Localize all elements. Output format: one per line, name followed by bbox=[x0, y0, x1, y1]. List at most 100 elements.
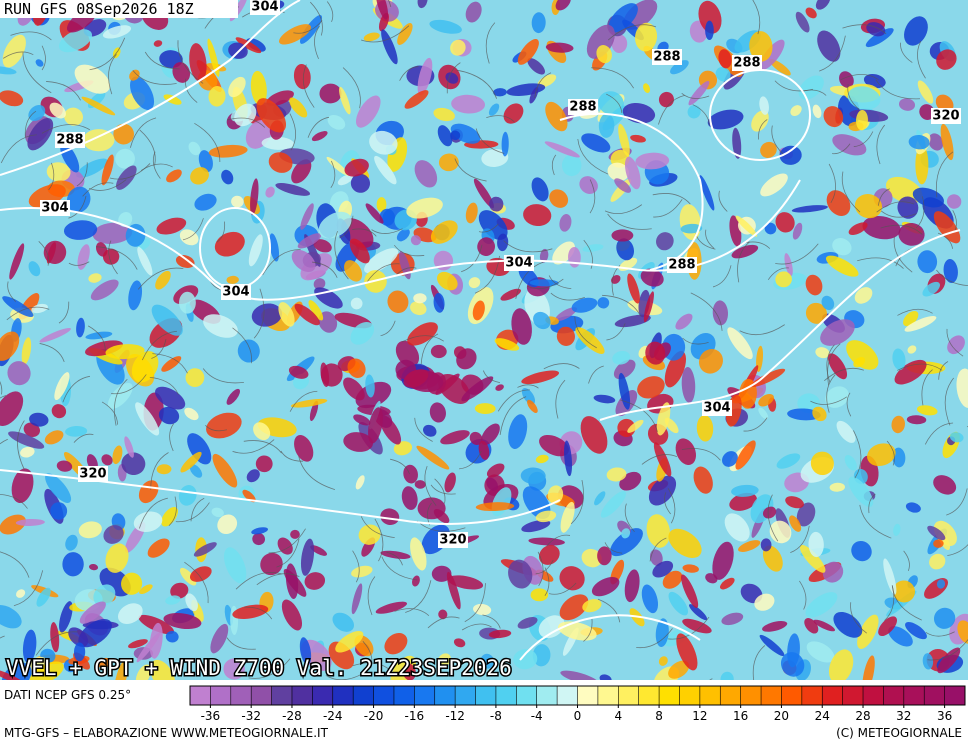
field-blob bbox=[511, 308, 532, 345]
field-blob bbox=[290, 529, 300, 539]
field-blob bbox=[0, 514, 26, 535]
field-blob bbox=[611, 34, 628, 53]
field-blob bbox=[0, 669, 25, 680]
streamline bbox=[589, 179, 596, 214]
streamline bbox=[475, 128, 505, 154]
field-blob bbox=[206, 412, 242, 439]
field-blob bbox=[414, 160, 438, 188]
field-blob bbox=[538, 545, 560, 565]
streamline bbox=[289, 390, 318, 412]
contour-label: 288 bbox=[733, 56, 760, 71]
field-blob bbox=[722, 451, 738, 467]
field-blob bbox=[621, 528, 631, 539]
field-blob bbox=[489, 196, 504, 212]
field-blob bbox=[495, 384, 504, 391]
field-blob bbox=[738, 540, 761, 552]
field-blob bbox=[368, 407, 383, 444]
field-blob bbox=[478, 440, 490, 460]
field-blob bbox=[520, 467, 546, 485]
colorbar-swatch bbox=[190, 686, 211, 705]
streamline bbox=[380, 320, 396, 337]
streamline bbox=[897, 308, 933, 316]
field-blob bbox=[413, 293, 427, 304]
streamline bbox=[464, 583, 486, 623]
colorbar-swatch bbox=[230, 686, 252, 705]
field-blob bbox=[118, 212, 133, 227]
streamline bbox=[577, 138, 609, 175]
streamline bbox=[868, 493, 876, 514]
field-blob bbox=[185, 368, 205, 387]
field-blob bbox=[545, 42, 574, 53]
colorbar-swatch bbox=[536, 686, 558, 705]
field-blob bbox=[433, 292, 445, 313]
streamline bbox=[752, 0, 761, 35]
field-blob bbox=[23, 422, 40, 437]
colorbar-swatch bbox=[761, 686, 782, 705]
streamline bbox=[13, 570, 44, 607]
field-blob bbox=[116, 165, 137, 190]
field-blob bbox=[65, 534, 78, 551]
field-blob bbox=[682, 564, 699, 573]
colorbar-swatch bbox=[883, 686, 905, 705]
field-blob bbox=[645, 341, 666, 365]
field-blob bbox=[727, 327, 753, 360]
streamline bbox=[583, 239, 593, 269]
field-blob bbox=[350, 321, 375, 345]
field-blob bbox=[29, 661, 64, 680]
streamline bbox=[709, 678, 713, 680]
field-blob bbox=[0, 90, 24, 107]
field-blob bbox=[675, 438, 697, 466]
contour-label: 320 bbox=[79, 467, 106, 482]
field-blob bbox=[156, 464, 172, 475]
field-blob bbox=[318, 311, 338, 333]
field-blob bbox=[760, 538, 772, 552]
contour-label-bg bbox=[438, 532, 468, 548]
streamline bbox=[109, 163, 151, 180]
streamline bbox=[570, 479, 584, 525]
field-blob bbox=[949, 432, 964, 443]
streamline bbox=[548, 275, 572, 290]
streamline bbox=[917, 40, 926, 79]
field-blob bbox=[693, 466, 713, 494]
field-blob bbox=[759, 96, 769, 115]
streamline bbox=[891, 586, 922, 621]
field-blob bbox=[430, 220, 458, 244]
streamline bbox=[24, 110, 37, 138]
field-blob bbox=[102, 25, 132, 39]
contour-label-bg bbox=[931, 108, 961, 124]
streamline bbox=[226, 637, 256, 650]
field-blob bbox=[828, 649, 854, 680]
streamline bbox=[89, 179, 127, 191]
streamline bbox=[0, 395, 7, 399]
streamline bbox=[202, 368, 244, 384]
field-blob bbox=[472, 300, 485, 321]
streamline bbox=[367, 576, 376, 616]
streamline bbox=[893, 236, 913, 273]
field-blob bbox=[50, 502, 68, 520]
field-blob bbox=[596, 45, 612, 64]
streamline bbox=[386, 551, 403, 566]
streamline bbox=[342, 67, 361, 109]
field-blob bbox=[175, 255, 195, 268]
colorbar-swatch bbox=[597, 686, 619, 705]
streamline bbox=[857, 257, 904, 269]
field-blob bbox=[294, 434, 314, 462]
field-blob bbox=[327, 114, 346, 130]
streamline bbox=[758, 119, 768, 140]
field-blob bbox=[278, 302, 295, 327]
field-blob bbox=[246, 469, 260, 483]
field-blob bbox=[922, 653, 934, 670]
field-blob bbox=[928, 133, 944, 151]
field-blob bbox=[363, 32, 380, 42]
field-blob bbox=[208, 144, 248, 158]
field-blob bbox=[699, 175, 715, 211]
field-blob bbox=[937, 647, 961, 674]
field-blob bbox=[557, 621, 597, 641]
field-blob bbox=[559, 594, 589, 621]
streamline bbox=[534, 72, 552, 99]
streamline bbox=[832, 143, 851, 155]
streamline bbox=[790, 525, 810, 554]
streamline bbox=[876, 124, 886, 165]
field-blob bbox=[904, 316, 937, 332]
